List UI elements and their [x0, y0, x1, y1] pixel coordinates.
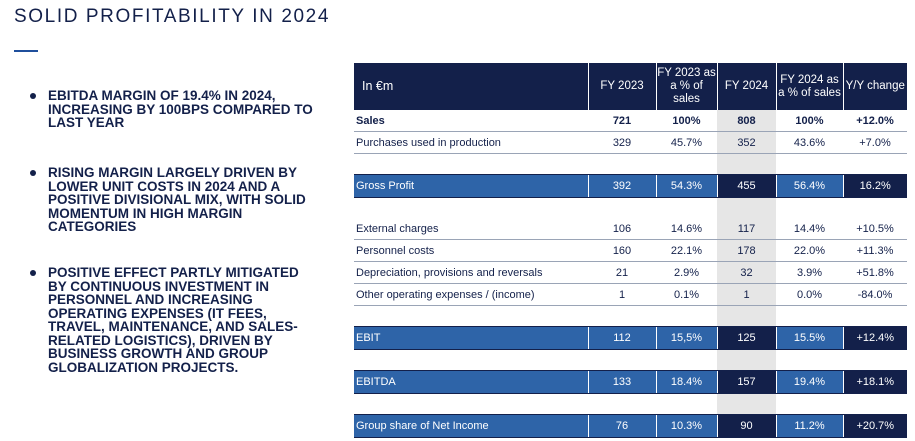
- header-yy-change: Y/Y change: [842, 63, 907, 110]
- page-title: SOLID PROFITABILITY IN 2024: [14, 6, 330, 27]
- cell-fy2023-pct: 100%: [656, 110, 717, 132]
- spacer-row: [354, 349, 907, 371]
- row-external-charges: External charges 106 14.6% 117 14.4% +10…: [354, 218, 907, 240]
- cell-fy2024: 125: [716, 326, 776, 350]
- cell-fy2023-pct: 14.6%: [656, 218, 717, 240]
- cell-fy2023-pct: 0.1%: [656, 283, 717, 306]
- cell-fy2024: 32: [717, 261, 776, 284]
- cell-fy2024-pct: 56.4%: [775, 174, 843, 198]
- cell-fy2023: 106: [588, 218, 656, 240]
- row-personnel-costs: Personnel costs 160 22.1% 178 22.0% +11.…: [354, 239, 907, 262]
- spacer-row: [354, 153, 907, 175]
- cell-fy2024-pct: 14.4%: [776, 218, 843, 240]
- cell-fy2024-pct: 0.0%: [776, 283, 843, 306]
- header-fy2023: FY 2023: [587, 63, 656, 110]
- row-net-income: Group share of Net Income 76 10.3% 90 11…: [354, 414, 907, 438]
- row-ebitda: EBITDA 133 18.4% 157 19.4% +18.1%: [354, 370, 907, 394]
- row-gross-profit: Gross Profit 392 54.3% 455 56.4% 16.2%: [354, 174, 907, 198]
- row-label: External charges: [354, 218, 588, 240]
- cell-fy2024: 117: [717, 218, 776, 240]
- row-sales: Sales 721 100% 808 100% +12.0%: [354, 110, 907, 132]
- income-statement-table: In €m FY 2023 FY 2023 as a % of sales FY…: [354, 63, 907, 438]
- cell-fy2023-pct: 15,5%: [655, 326, 717, 350]
- cell-fy2024-pct: 100%: [776, 110, 843, 132]
- header-unit: In €m: [354, 63, 588, 110]
- cell-yy-change: +51.8%: [843, 261, 907, 284]
- spacer-row: [354, 393, 907, 415]
- cell-fy2023-pct: 18.4%: [655, 370, 717, 394]
- row-purchases: Purchases used in production 329 45.7% 3…: [354, 131, 907, 154]
- cell-fy2024: 90: [716, 414, 776, 438]
- cell-yy-change: +20.7%: [842, 414, 907, 438]
- cell-fy2023-pct: 45.7%: [656, 131, 717, 154]
- cell-fy2024-pct: 43.6%: [776, 131, 843, 154]
- cell-yy-change: +7.0%: [843, 131, 907, 154]
- cell-yy-change: +11.3%: [843, 239, 907, 262]
- cell-yy-change: +10.5%: [843, 218, 907, 240]
- row-label: Group share of Net Income: [354, 414, 588, 438]
- row-label: EBIT: [354, 326, 588, 350]
- row-label: Personnel costs: [354, 239, 588, 262]
- cell-fy2023-pct: 10.3%: [655, 414, 717, 438]
- spacer-row: [354, 197, 907, 218]
- cell-fy2023: 160: [588, 239, 656, 262]
- row-other-opex: Other operating expenses / (income) 1 0.…: [354, 283, 907, 306]
- cell-fy2023-pct: 54.3%: [655, 174, 717, 198]
- cell-fy2024: 352: [717, 131, 776, 154]
- spacer-row: [354, 305, 907, 327]
- cell-fy2023: 76: [587, 414, 656, 438]
- cell-fy2023-pct: 22.1%: [656, 239, 717, 262]
- cell-fy2024-pct: 22.0%: [776, 239, 843, 262]
- header-fy2023-pct: FY 2023 as a % of sales: [655, 63, 717, 110]
- bullet-ebitda-margin: EBITDA MARGIN OF 19.4% IN 2024, INCREASI…: [30, 89, 320, 130]
- cell-fy2023: 1: [588, 283, 656, 306]
- cell-fy2023: 721: [588, 110, 656, 132]
- row-depreciation: Depreciation, provisions and reversals 2…: [354, 261, 907, 284]
- cell-yy-change: -84.0%: [843, 283, 907, 306]
- cell-fy2023-pct: 2.9%: [656, 261, 717, 284]
- cell-fy2023: 133: [587, 370, 656, 394]
- cell-fy2024-pct: 15.5%: [775, 326, 843, 350]
- bullet-rising-margin: RISING MARGIN LARGELY DRIVEN BY LOWER UN…: [30, 166, 320, 234]
- cell-fy2024: 455: [716, 174, 776, 198]
- row-label: Depreciation, provisions and reversals: [354, 261, 588, 284]
- row-label: EBITDA: [354, 370, 588, 394]
- cell-yy-change: +18.1%: [842, 370, 907, 394]
- cell-fy2024-pct: 11.2%: [775, 414, 843, 438]
- cell-fy2024: 178: [717, 239, 776, 262]
- cell-yy-change: +12.0%: [843, 110, 907, 132]
- table-header-row: In €m FY 2023 FY 2023 as a % of sales FY…: [354, 63, 907, 110]
- cell-fy2024-pct: 19.4%: [775, 370, 843, 394]
- row-label: Gross Profit: [354, 174, 588, 198]
- cell-fy2024: 808: [717, 110, 776, 132]
- row-label: Other operating expenses / (income): [354, 283, 588, 306]
- cell-fy2023: 21: [588, 261, 656, 284]
- header-fy2024-pct: FY 2024 as a % of sales: [775, 63, 843, 110]
- row-label: Sales: [354, 110, 588, 132]
- header-fy2024: FY 2024: [716, 63, 776, 110]
- cell-fy2024-pct: 3.9%: [776, 261, 843, 284]
- cell-yy-change: +12.4%: [842, 326, 907, 350]
- row-label: Purchases used in production: [354, 131, 588, 154]
- cell-yy-change: 16.2%: [842, 174, 907, 198]
- bullet-positive-effect: POSITIVE EFFECT PARTLY MITIGATED BY CONT…: [30, 266, 320, 374]
- cell-fy2023: 392: [587, 174, 656, 198]
- row-ebit: EBIT 112 15,5% 125 15.5% +12.4%: [354, 326, 907, 350]
- cell-fy2023: 329: [588, 131, 656, 154]
- cell-fy2024: 1: [717, 283, 776, 306]
- title-underline: [14, 50, 38, 52]
- cell-fy2023: 112: [587, 326, 656, 350]
- cell-fy2024: 157: [716, 370, 776, 394]
